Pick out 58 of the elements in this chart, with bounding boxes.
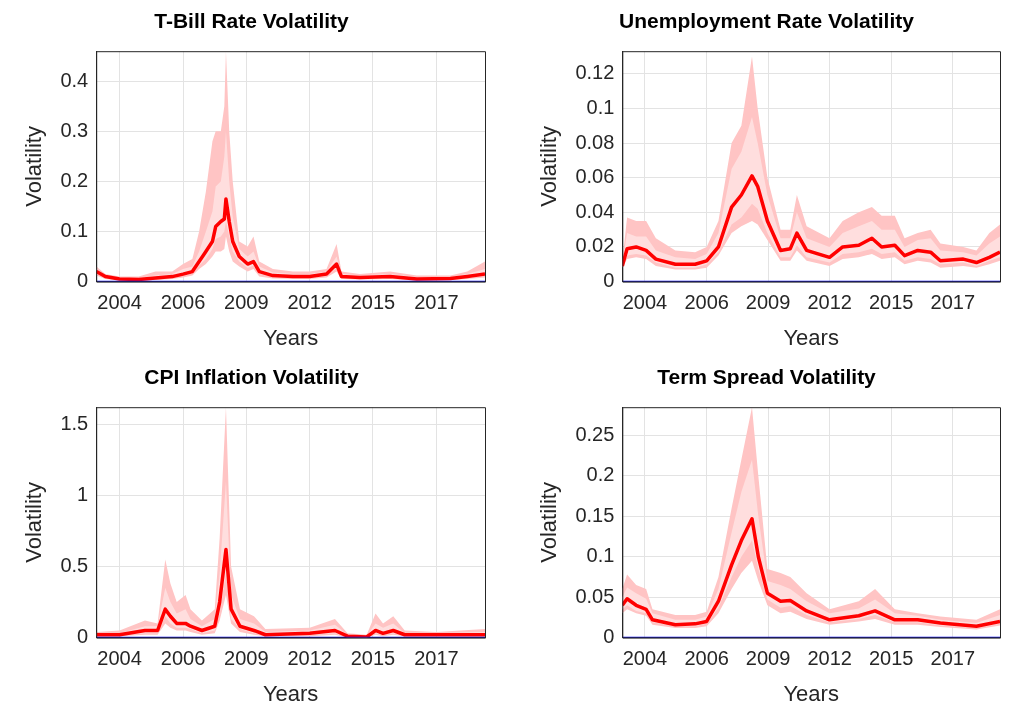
y-tick-label: 0.04: [575, 199, 615, 222]
y-axis-title: Volatility: [21, 482, 47, 563]
x-tick-label: 2015: [868, 291, 914, 314]
y-axis-title: Volatility: [536, 482, 562, 563]
y-axis-title: Volatility: [536, 126, 562, 207]
x-tick-label: 2017: [930, 291, 976, 314]
x-tick-label: 2012: [807, 647, 852, 670]
x-tick-label: 2006: [684, 647, 729, 670]
y-tick-label: 0.4: [60, 68, 89, 91]
y-tick-label: 0: [603, 269, 615, 292]
x-tick-label: 2004: [622, 647, 668, 670]
y-tick-label: 0.3: [60, 118, 89, 141]
x-tick-label: 2004: [622, 291, 668, 314]
y-tick-label: 0.1: [586, 544, 615, 567]
y-tick-label: 0.02: [575, 234, 615, 257]
y-tick-label: 0.08: [575, 130, 615, 153]
x-tick-label: 2006: [160, 291, 206, 314]
y-tick-label: 0.12: [575, 61, 615, 84]
y-tick-label: 0.2: [586, 463, 615, 486]
x-tick-label: 2006: [684, 291, 729, 314]
chart-title: Term Spread Volatility: [657, 365, 877, 389]
x-tick-label: 2006: [160, 647, 206, 670]
x-tick-label: 2004: [97, 291, 142, 314]
x-tick-label: 2009: [745, 291, 791, 314]
y-tick-label: 0.06: [575, 165, 615, 188]
x-tick-label: 2009: [224, 647, 269, 670]
x-tick-label: 2009: [745, 647, 791, 670]
x-tick-label: 2015: [350, 291, 396, 314]
y-axis-title: Volatility: [21, 126, 47, 207]
x-tick-label: 2017: [414, 647, 459, 670]
chart-title: T-Bill Rate Volatility: [154, 9, 350, 33]
x-axis-title: Years: [262, 680, 319, 706]
y-tick-label: 0: [77, 625, 89, 648]
x-tick-label: 2004: [97, 647, 142, 670]
x-tick-label: 2017: [414, 291, 459, 314]
x-tick-label: 2015: [350, 647, 396, 670]
chart-title: Unemployment Rate Volatility: [619, 9, 915, 33]
y-tick-label: 0.25: [575, 423, 615, 446]
x-tick-label: 2017: [930, 647, 976, 670]
y-tick-label: 0.2: [60, 168, 89, 191]
x-tick-label: 2009: [224, 291, 269, 314]
y-tick-label: 1: [77, 482, 89, 505]
y-tick-label: 0.15: [575, 503, 615, 526]
chart-title: CPI Inflation Volatility: [144, 365, 359, 389]
x-axis-title: Years: [262, 324, 319, 350]
y-tick-label: 0: [77, 269, 89, 292]
y-tick-label: 1.5: [60, 411, 89, 434]
y-tick-label: 0.05: [575, 584, 615, 607]
y-tick-label: 0: [603, 625, 615, 648]
y-tick-label: 0.1: [586, 95, 615, 118]
x-axis-title: Years: [783, 324, 839, 350]
x-tick-label: 2012: [287, 291, 332, 314]
x-tick-label: 2012: [807, 291, 852, 314]
y-tick-label: 0.5: [60, 554, 89, 576]
x-axis-title: Years: [783, 680, 839, 706]
x-tick-label: 2015: [868, 647, 914, 670]
y-tick-label: 0.1: [60, 219, 89, 242]
x-tick-label: 2012: [287, 647, 332, 670]
